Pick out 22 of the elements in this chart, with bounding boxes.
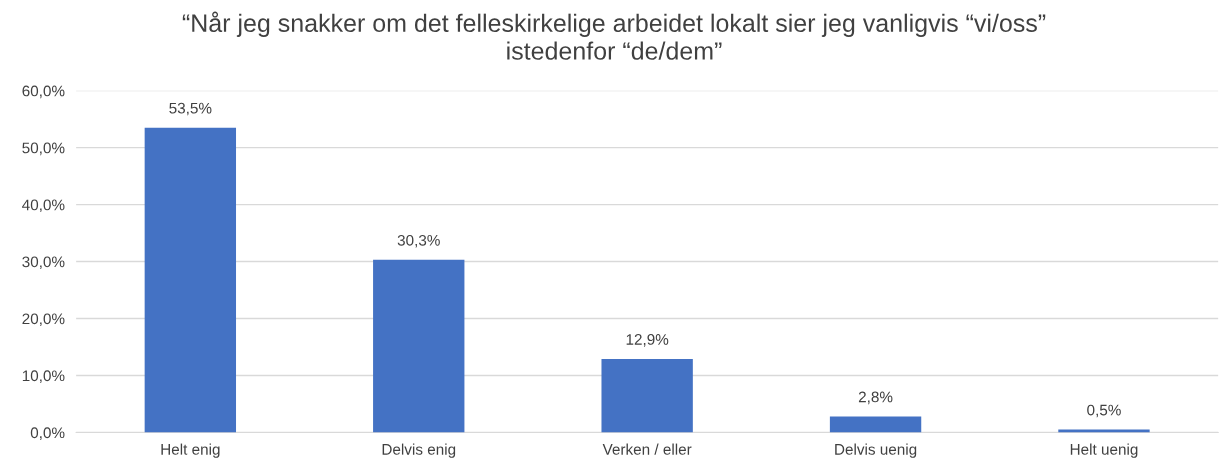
data-label: 2,8% bbox=[858, 391, 893, 405]
y-tick-label: 20,0% bbox=[22, 313, 65, 327]
y-tick-label: 40,0% bbox=[22, 199, 65, 213]
x-tick-label: Delvis enig bbox=[382, 443, 456, 458]
bar bbox=[144, 127, 237, 433]
chart-title: “Når jeg snakker om det felleskirkelige arbeidet lokalt sier jeg vanligvis “vi/oss” istedenfor “de/dem” bbox=[182, 11, 1046, 60]
x-tick-label: Delvis uenig bbox=[835, 443, 917, 458]
data-label: 53,5% bbox=[169, 102, 212, 116]
data-label: 12,9% bbox=[626, 334, 669, 347]
bar bbox=[373, 259, 465, 433]
bar bbox=[601, 358, 693, 433]
data-label: 0,5% bbox=[1087, 404, 1121, 418]
y-tick-label: 30,0% bbox=[22, 256, 65, 270]
data-label: 30,3% bbox=[397, 234, 440, 248]
bar bbox=[829, 416, 922, 433]
y-tick-label: 50,0% bbox=[22, 142, 65, 156]
y-tick-label: 0,0% bbox=[30, 427, 65, 440]
x-tick-label: Helt uenig bbox=[1070, 443, 1138, 458]
x-tick-label: Verken / eller bbox=[602, 443, 692, 455]
y-tick-label: 60,0% bbox=[22, 85, 65, 99]
y-tick-label: 10,0% bbox=[22, 370, 65, 383]
x-tick-label: Helt enig bbox=[161, 443, 220, 458]
